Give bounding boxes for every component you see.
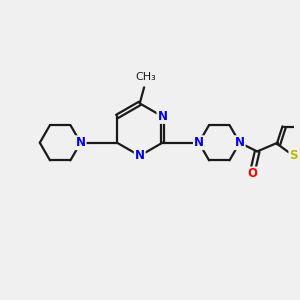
Text: CH₃: CH₃ — [135, 72, 156, 82]
Text: N: N — [135, 149, 145, 162]
Text: N: N — [76, 136, 85, 149]
Text: O: O — [248, 167, 258, 180]
Text: S: S — [289, 149, 298, 162]
Text: N: N — [235, 136, 245, 149]
Text: N: N — [194, 136, 204, 149]
Text: N: N — [158, 110, 167, 123]
